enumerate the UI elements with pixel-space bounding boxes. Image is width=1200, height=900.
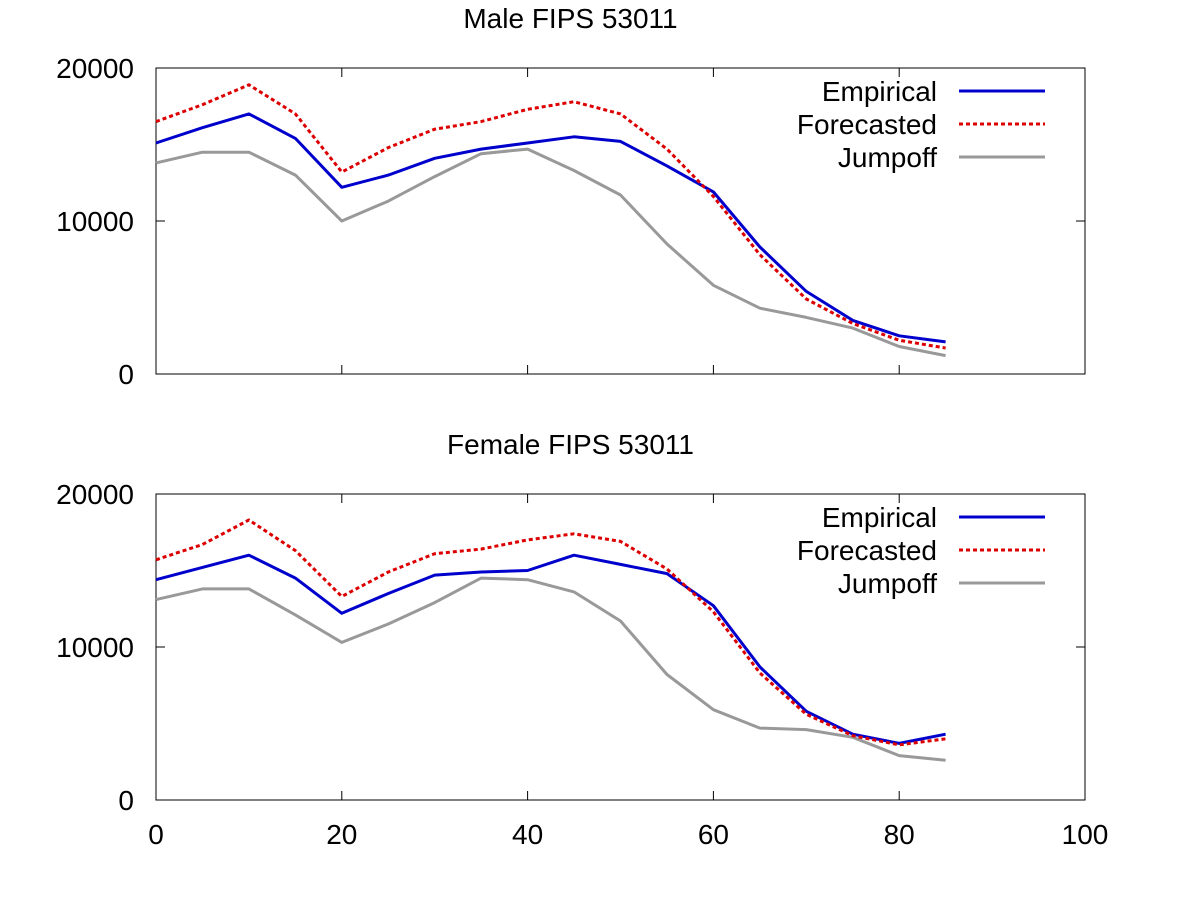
female-legend-label-jumpoff: Jumpoff [838,568,937,599]
female-chart-title: Female FIPS 53011 [447,429,694,460]
female-xtick-label: 40 [512,819,543,850]
male-legend-label-forecasted: Forecasted [797,109,937,140]
female-legend-label-empirical: Empirical [822,502,937,533]
male-legend-label-jumpoff: Jumpoff [838,142,937,173]
male-series-empirical-line [155,112,946,344]
female-xtick-label: 20 [326,819,357,850]
male-ytick-label: 0 [118,359,134,390]
female-xtick-label: 100 [1062,819,1109,850]
female-series-jumpoff-line [155,576,946,762]
male-ytick-label: 20000 [56,53,134,84]
female-panel: Female FIPS 53011 0 10000 20000 0 20 40 60 80 100… [56,429,1108,850]
female-ytick-label: 20000 [56,479,134,510]
female-xtick-label: 60 [698,819,729,850]
male-ytick-label: 10000 [56,206,134,237]
male-chart-title: Male FIPS 53011 [463,3,677,34]
male-series-forecasted-line [155,83,946,350]
male-legend-label-empirical: Empirical [822,76,937,107]
female-ytick-label: 0 [118,785,134,816]
male-panel: Male FIPS 53011 0 10000 20000 EmpiricalForec… [56,3,1086,390]
female-legend-label-forecasted: Forecasted [797,535,937,566]
female-xtick-label: 80 [884,819,915,850]
female-xtick-label: 0 [148,819,164,850]
male-series-jumpoff-line [155,147,946,358]
female-ytick-label: 10000 [56,632,134,663]
female-series-empirical-line [155,553,946,745]
female-series-forecasted-line [155,518,946,747]
